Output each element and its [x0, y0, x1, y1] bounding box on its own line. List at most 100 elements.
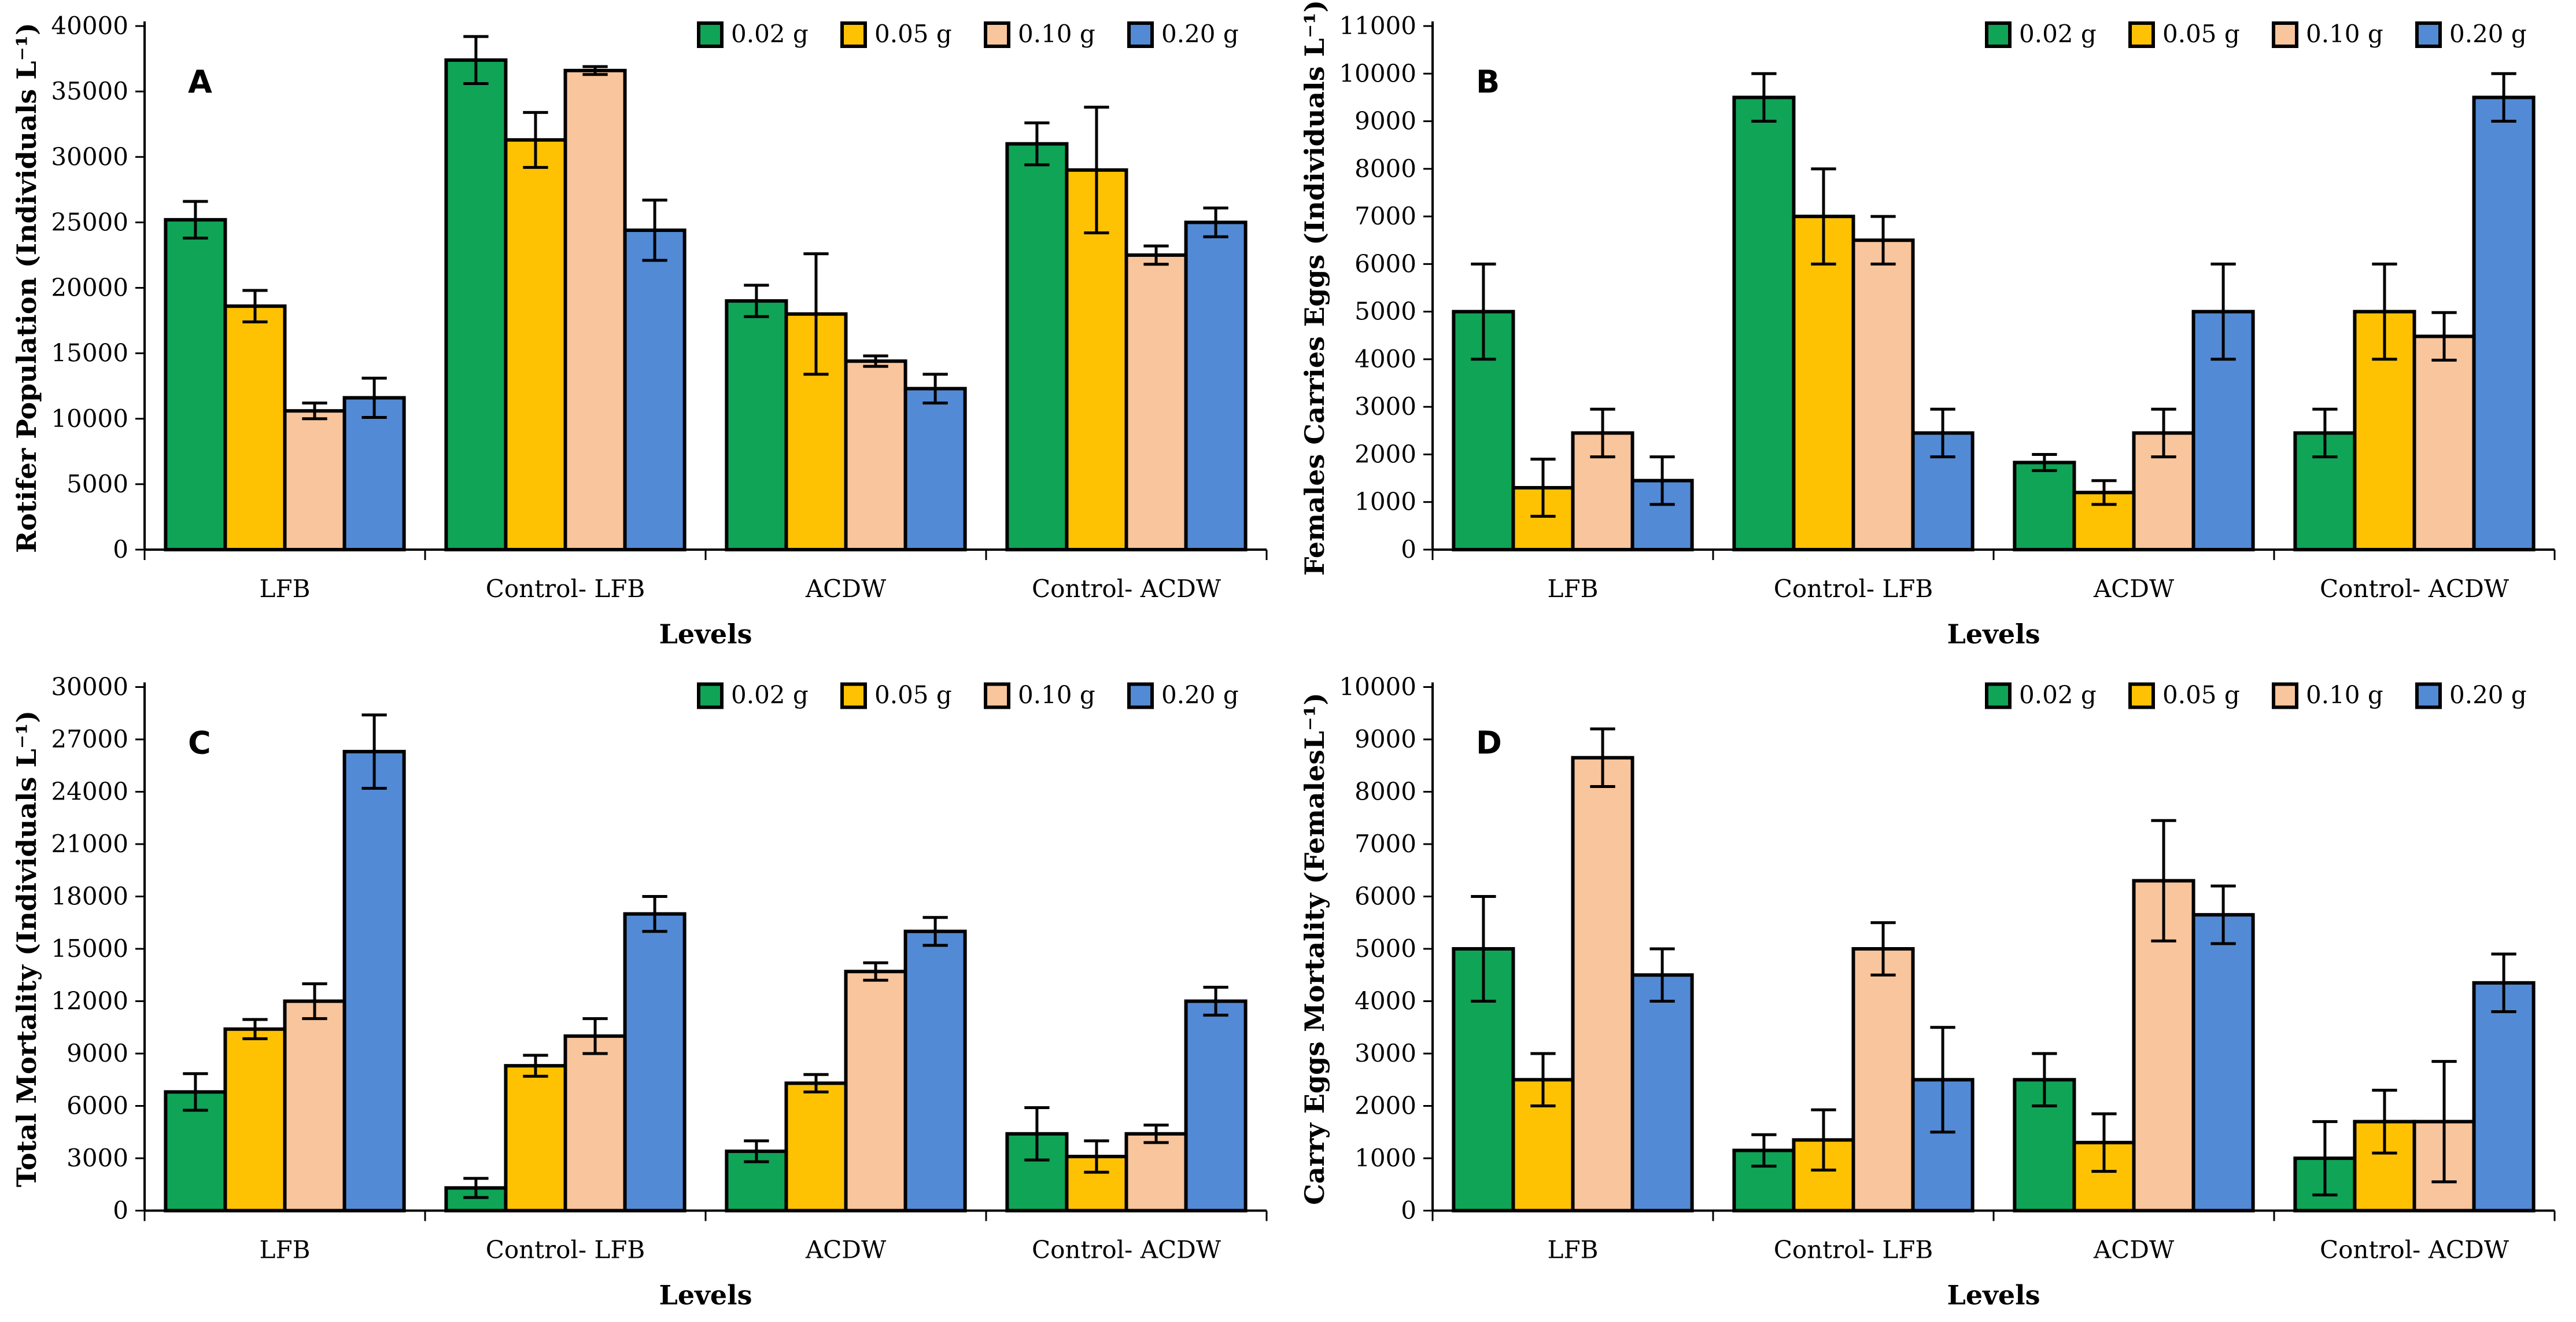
bar-ControlLFB-0.05g [504, 1064, 567, 1213]
y-tick-label: 3000 [1355, 392, 1416, 421]
y-tick-label: 1000 [1355, 1144, 1416, 1172]
legend-item: 0.05 g [840, 681, 952, 709]
y-tick-label: 5000 [67, 470, 128, 498]
bar-ControlLFB-0.10g [563, 1034, 627, 1213]
legend-swatch [1127, 682, 1154, 709]
chart-svg-panel-C: 0 3000 6000 9000 12000 15000 18000 21000 24000 27… [11, 673, 1268, 1311]
bar-ControlACDW-0.20g [2472, 95, 2536, 551]
error-bar [642, 895, 667, 933]
bar-ControlLFB-0.02g [1732, 95, 1796, 551]
y-tick-label: 18000 [51, 882, 128, 911]
error-bar [1649, 947, 1675, 1003]
error-bar [1203, 206, 1228, 238]
error-bar [2372, 262, 2397, 361]
error-bar [1930, 1026, 1955, 1134]
category-label: ACDW [805, 1236, 887, 1264]
bar-ControlLFB-0.10g [1851, 947, 1915, 1213]
error-bar [2491, 952, 2516, 1014]
y-tick-label: 12000 [51, 987, 128, 1015]
y-axis: 0 1000 2000 3000 4000 5000 6000 7000 8000 9000 100… [1339, 673, 1433, 1225]
legend-label: 0.10 g [2306, 20, 2383, 48]
y-tick-label: 9000 [1355, 725, 1416, 753]
legend-label: 0.02 g [2019, 681, 2097, 709]
legend-swatch [697, 21, 724, 48]
error-bar [1471, 895, 1496, 1003]
error-bar [1870, 215, 1896, 266]
y-tick-label: 30000 [51, 142, 128, 171]
bar-LFB-0.20g [342, 750, 406, 1213]
panel-letter: A [188, 64, 212, 100]
error-bar [803, 1073, 829, 1093]
category-label: LFB [1548, 1236, 1599, 1264]
error-bar [2312, 407, 2338, 459]
category-label: LFB [260, 1236, 311, 1264]
legend-item: 0.20 g [2415, 20, 2527, 48]
legend-swatch [2415, 21, 2442, 48]
category-label: ACDW [2093, 575, 2175, 603]
error-bar [242, 289, 268, 323]
y-tick-label: 10000 [1339, 673, 1416, 701]
error-bar [1084, 1139, 1109, 1174]
category-label: Control- LFB [486, 575, 645, 603]
y-tick-label: 9000 [67, 1039, 128, 1067]
y-tick-label: 4000 [1355, 345, 1416, 373]
error-bar [1751, 1133, 1777, 1168]
x-axis-title: Levels [659, 618, 752, 650]
x-axis-title: Levels [659, 1280, 752, 1311]
error-bar [1203, 985, 1228, 1017]
bar-ACDW-0.05g [784, 1081, 848, 1213]
y-tick-label: 25000 [51, 208, 128, 236]
bar-ControlLFB-0.10g [563, 68, 627, 552]
error-bar [302, 982, 327, 1021]
y-tick-label: 9000 [1355, 107, 1416, 135]
legend-item: 0.05 g [840, 20, 952, 48]
bar-ControlLFB-0.05g [504, 138, 567, 551]
error-bar [803, 252, 829, 376]
y-tick-label: 11000 [1339, 12, 1416, 40]
bars [1452, 72, 2536, 552]
legend-label: 0.10 g [1018, 20, 1095, 48]
error-bar [582, 65, 608, 76]
category-label: ACDW [2093, 1236, 2175, 1264]
error-bar [1870, 921, 1896, 977]
y-axis: 0 5000 10000 15000 20000 25000 30000 35000 40000 [51, 12, 145, 564]
chart-svg-panel-A: 0 5000 10000 15000 20000 25000 30000 35000 40000… [11, 12, 1268, 650]
error-bar [922, 373, 948, 405]
error-bar [2091, 1112, 2117, 1173]
bar-LFB-0.02g [164, 218, 227, 552]
legend-label: 0.05 g [2162, 681, 2240, 709]
y-tick-label: 40000 [51, 12, 128, 40]
error-bar [2210, 884, 2236, 945]
error-bar [1530, 1052, 1556, 1107]
y-tick-label: 3000 [1355, 1039, 1416, 1067]
error-bar [1084, 105, 1109, 234]
y-tick-label: 3000 [67, 1144, 128, 1172]
y-tick-label: 30000 [51, 673, 128, 701]
legend-swatch [2272, 682, 2298, 709]
bar-LFB-0.20g [342, 396, 406, 551]
y-tick-label: 2000 [1355, 1092, 1416, 1120]
error-bar [744, 1139, 769, 1163]
legend-label: 0.02 g [2019, 20, 2097, 48]
error-bar [2151, 407, 2176, 459]
legend-label: 0.10 g [1018, 681, 1095, 709]
error-bar [2210, 262, 2236, 361]
error-bar [1471, 262, 1496, 361]
legend-item: 0.02 g [697, 681, 809, 709]
y-tick-label: 8000 [1355, 778, 1416, 806]
x-axis: LFB Control- LFB ACDW Control- ACDW [143, 1210, 1268, 1264]
error-bar [361, 377, 387, 419]
legend-swatch [984, 682, 1010, 709]
error-bar [2032, 1052, 2057, 1107]
error-bar [183, 200, 208, 240]
category-label: LFB [260, 575, 311, 603]
legend: 0.02 g 0.05 g 0.10 g 0.20 g [697, 681, 1239, 709]
y-axis-title: Females Carries Eggs (Individuals L⁻¹) [1299, 0, 1330, 576]
y-axis: 0 1000 2000 3000 4000 5000 6000 7000 8000 9000 100… [1339, 12, 1433, 564]
legend: 0.02 g 0.05 g 0.10 g 0.20 g [1985, 681, 2527, 709]
legend-label: 0.05 g [2162, 20, 2240, 48]
legend-label: 0.20 g [1161, 20, 1239, 48]
y-tick-label: 8000 [1355, 154, 1416, 183]
y-tick-label: 10000 [1339, 59, 1416, 87]
error-bar [1811, 167, 1836, 266]
